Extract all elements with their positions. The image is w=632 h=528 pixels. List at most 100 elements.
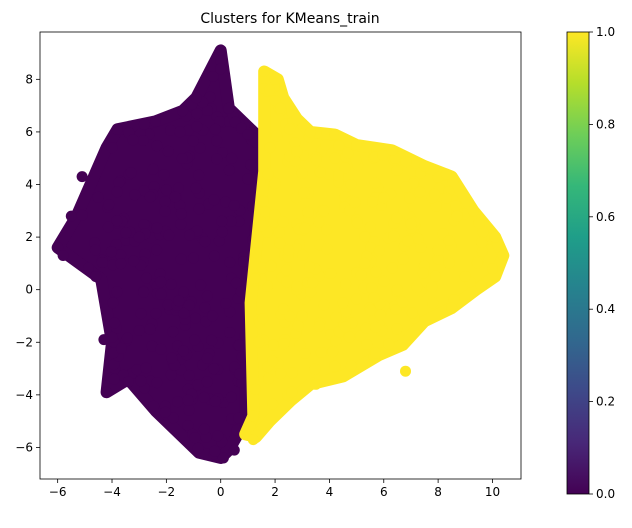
scatter-point [209, 123, 221, 135]
scatter-point [154, 268, 166, 280]
scatter-point [120, 227, 132, 239]
scatter-point [329, 360, 341, 372]
scatter-point [111, 215, 123, 227]
scatter-point [278, 303, 290, 315]
scatter-point [223, 164, 235, 176]
cluster-1-points [239, 65, 510, 446]
x-tick-label: 4 [326, 485, 334, 499]
scatter-point [350, 293, 362, 305]
scatter-point [224, 327, 236, 338]
scatter-point [269, 95, 281, 107]
scatter-point [412, 233, 424, 245]
plot-frame [39, 31, 522, 480]
scatter-point [391, 284, 403, 296]
scatter-point [166, 352, 178, 364]
scatter-point [148, 400, 160, 412]
x-tick-label: 0 [217, 485, 225, 499]
scatter-point [361, 339, 373, 350]
plot-area [39, 31, 522, 480]
scatter-point [296, 167, 308, 179]
scatter-point [329, 129, 341, 140]
scatter-point [267, 398, 279, 410]
scatter-point [107, 297, 119, 309]
scatter-point [314, 166, 326, 178]
scatter-point [284, 123, 296, 135]
scatter-point [106, 142, 118, 154]
scatter-point [228, 200, 240, 211]
scatter-point [340, 306, 352, 318]
scatter-point [109, 317, 121, 329]
scatter-point [257, 195, 269, 207]
scatter-point [419, 160, 430, 172]
scatter-point [111, 186, 123, 198]
scatter-point [144, 191, 156, 203]
scatter-point [340, 278, 352, 290]
scatter-point [430, 200, 442, 212]
scatter-point [178, 307, 190, 319]
scatter-point [175, 253, 187, 265]
y-axis: −6 −4 −2 0 2 4 6 8 [15, 72, 40, 454]
scatter-point [208, 194, 220, 206]
scatter-point [365, 304, 377, 316]
scatter-point [183, 369, 195, 381]
x-axis: −6 −4 −2 0 2 4 6 8 10 [49, 479, 500, 499]
scatter-point [447, 175, 459, 187]
scatter-point [211, 135, 223, 147]
scatter-point [176, 153, 188, 164]
scatter-point [440, 192, 452, 204]
scatter-point [133, 231, 145, 243]
scatter-point [283, 244, 295, 256]
scatter-point [224, 256, 236, 268]
scatter-point [187, 135, 199, 147]
scatter-point [199, 236, 211, 248]
scatter-point [302, 206, 314, 218]
scatter-point [487, 263, 498, 275]
colorbar-tick-label: 0.4 [596, 302, 615, 316]
scatter-point [269, 209, 281, 220]
scatter-point [209, 395, 221, 407]
scatter-point [193, 203, 205, 215]
scatter-point [307, 277, 319, 289]
scatter-point [286, 367, 298, 379]
scatter-point [111, 286, 123, 298]
scatter-point [233, 339, 245, 351]
scatter-point [440, 168, 452, 180]
x-tick-label: 2 [271, 485, 279, 499]
y-tick-label: −2 [15, 335, 33, 349]
scatter-point [322, 168, 334, 180]
scatter-point [111, 123, 123, 135]
scatter-point [129, 189, 141, 201]
scatter-point [476, 236, 488, 248]
scatter-point [343, 331, 355, 343]
scatter-point [159, 406, 171, 418]
scatter-point [256, 220, 268, 232]
scatter-point [339, 321, 351, 333]
x-tick-label: 6 [380, 485, 388, 499]
scatter-point [259, 206, 271, 218]
scatter-point [200, 431, 212, 443]
scatter-point [235, 286, 247, 298]
scatter-point [247, 434, 259, 446]
scatter-point [199, 302, 211, 314]
scatter-point [350, 154, 362, 166]
scatter-point [165, 278, 177, 290]
scatter-point [404, 192, 416, 204]
scatter-point [165, 369, 177, 381]
colorbar-tick-label: 0.0 [596, 487, 615, 501]
scatter-point [249, 383, 261, 395]
scatter-point [173, 182, 184, 194]
scatter-point [162, 299, 174, 311]
scatter-point [451, 210, 463, 222]
scatter-point [144, 323, 156, 335]
scatter-point [342, 147, 354, 159]
scatter-point [366, 282, 378, 294]
scatter-point [215, 44, 227, 56]
scatter-point [411, 281, 423, 293]
scatter-point [174, 199, 186, 211]
scatter-point [273, 226, 285, 238]
scatter-point [159, 196, 171, 208]
scatter-point [391, 212, 403, 224]
scatter-point [256, 262, 268, 274]
scatter-point [367, 196, 378, 208]
